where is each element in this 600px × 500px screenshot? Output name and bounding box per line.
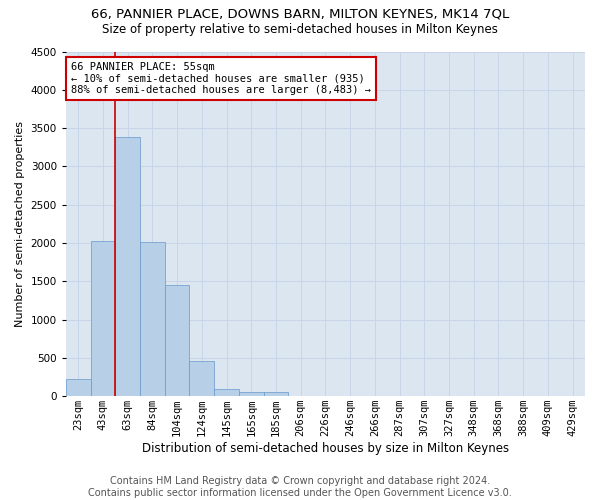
- Bar: [66, 378, 91, 396]
- Y-axis label: Number of semi-detached properties: Number of semi-detached properties: [15, 121, 25, 327]
- Bar: [214, 389, 239, 396]
- Text: 66, PANNIER PLACE, DOWNS BARN, MILTON KEYNES, MK14 7QL: 66, PANNIER PLACE, DOWNS BARN, MILTON KE…: [91, 8, 509, 20]
- Bar: [263, 392, 289, 396]
- Bar: [91, 242, 115, 396]
- X-axis label: Distribution of semi-detached houses by size in Milton Keynes: Distribution of semi-detached houses by …: [142, 442, 509, 455]
- Bar: [190, 361, 214, 396]
- Text: 66 PANNIER PLACE: 55sqm
← 10% of semi-detached houses are smaller (935)
88% of s: 66 PANNIER PLACE: 55sqm ← 10% of semi-de…: [71, 62, 371, 95]
- Bar: [239, 392, 263, 396]
- Text: Size of property relative to semi-detached houses in Milton Keynes: Size of property relative to semi-detach…: [102, 22, 498, 36]
- Bar: [140, 242, 165, 396]
- Bar: [115, 138, 140, 396]
- Bar: [165, 285, 190, 396]
- Text: Contains HM Land Registry data © Crown copyright and database right 2024.
Contai: Contains HM Land Registry data © Crown c…: [88, 476, 512, 498]
